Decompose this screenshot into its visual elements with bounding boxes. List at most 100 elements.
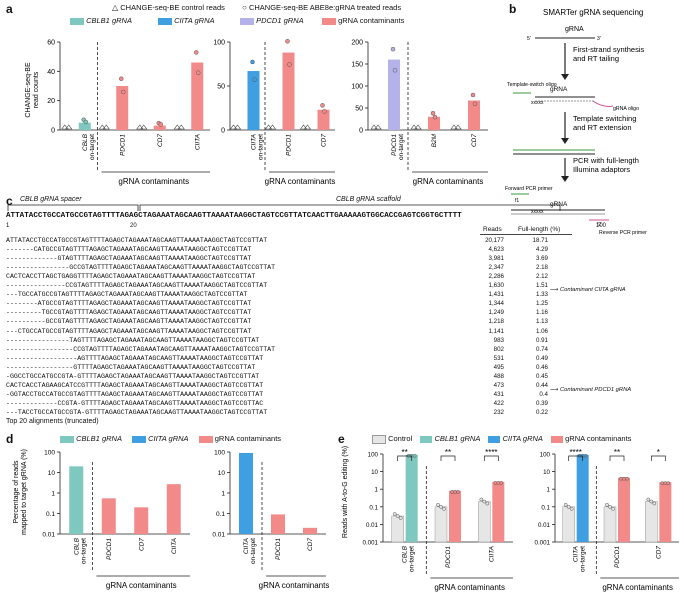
legend-pdcd1: PDCD1 gRNA xyxy=(240,16,304,25)
y-tick-label: 0.1 xyxy=(369,504,378,511)
full-length-pct: 3.69 xyxy=(535,255,548,263)
panel-a-ylabel-line: read counts xyxy=(33,71,40,108)
alignment-row: ATTATACCTGCCATGCCGTAGTTTTAGAGCTAGAAATAGC… xyxy=(6,237,268,244)
x-category-label-line: CD7 xyxy=(321,134,328,147)
x-category-label: PDCD1 xyxy=(119,134,126,156)
panel-a-charts: CHANGE-seq-BEread counts0204060CBLBon-ta… xyxy=(25,39,488,186)
significance-bracket xyxy=(568,455,584,461)
data-point xyxy=(563,502,568,507)
bar-cblb xyxy=(69,466,84,534)
full-length-pct: 1.06 xyxy=(535,327,548,335)
data-point xyxy=(472,101,478,107)
bar-ciita xyxy=(239,452,253,534)
data-point xyxy=(194,50,199,55)
alignment-row: -GGCCTGCCATGCCGTA-GTTTTAGAGCTAGAAATAGCAA… xyxy=(6,372,260,380)
x-category-label: CIITA xyxy=(488,546,495,562)
significance-label: **** xyxy=(485,448,497,457)
data-point xyxy=(583,453,588,458)
step1-text: First-strand synthesis and RT tailing xyxy=(573,45,645,63)
x-category-label-line: CD7 xyxy=(157,134,164,147)
legend-label: CHANGE-seq-BE ABE8e:gRNA treated reads xyxy=(248,3,402,12)
significance-bracket xyxy=(483,455,499,461)
control-triangle-marker xyxy=(177,124,185,130)
read-count: 2,286 xyxy=(488,273,504,281)
data-point xyxy=(252,77,257,82)
panel-b-diagram: SMARTer gRNA sequencing gRNA 5' 3' First… xyxy=(505,8,645,192)
data-point xyxy=(485,501,490,506)
full-length-pct: 0.22 xyxy=(535,408,548,416)
y-tick-label: 10 xyxy=(48,470,56,477)
alignment-row: --------ATGCCGTAGTTTTAGAGCTAGAAATAGCAAGT… xyxy=(6,300,252,308)
x-category-label: B2M xyxy=(431,133,438,147)
control-triangle-marker xyxy=(410,124,418,130)
read-count: 1,431 xyxy=(488,291,504,299)
data-point xyxy=(322,109,327,114)
legend-label: CBLB1 gRNA xyxy=(76,434,122,443)
legend-label: CBLB1 gRNA xyxy=(86,16,132,25)
data-point xyxy=(453,490,457,494)
data-point xyxy=(569,506,574,511)
bar-pdcd1 xyxy=(388,59,400,130)
legend-swatch xyxy=(198,435,213,443)
x-category-label: PDCD1 xyxy=(275,538,282,560)
grna-label-1: gRNA xyxy=(565,26,584,33)
xxxxx-label-2: xxxxx xyxy=(531,209,544,215)
read-count: 4,623 xyxy=(488,246,504,254)
x-category-label-line: CBLB xyxy=(402,545,409,563)
control-triangle-marker xyxy=(229,124,238,130)
panel-e-ylabel: Reads with A-to-G editing (%) xyxy=(342,446,349,538)
x-category-label: CD7 xyxy=(307,538,314,551)
grna-label-2: gRNA xyxy=(550,86,568,93)
bar-pdcd1 xyxy=(282,52,295,130)
three-prime-1: 3' xyxy=(597,36,601,42)
x-category-label: CBLBon-target xyxy=(73,537,87,564)
bar-cblb xyxy=(405,454,418,542)
spacer-label: CBLB gRNA spacer xyxy=(20,196,82,203)
legend-swatch xyxy=(240,17,254,25)
table-header-rule xyxy=(480,234,572,235)
legend-label: gRNA contaminants xyxy=(338,16,405,25)
data-point xyxy=(285,39,290,44)
alignment-row: ---CTGCCATGCCGTAGTTTTAGAGCTAGAAATAGCAAGT… xyxy=(6,327,252,335)
bar-ciita xyxy=(492,481,505,542)
data-point xyxy=(398,516,403,520)
f1-label: f1 xyxy=(515,198,519,204)
significance-bracket xyxy=(650,455,666,461)
full-length-pct: 4.29 xyxy=(535,246,548,254)
x-category-label-line: on-target xyxy=(398,134,405,160)
legend-label: PDCD1 gRNA xyxy=(256,16,304,25)
legend-treated-reads: ○ CHANGE-seq-BE ABE8e:gRNA treated reads xyxy=(242,3,401,12)
alignment-row: -----------------CCGTAGTTTTAGAGCTAGAAATA… xyxy=(6,345,276,353)
grna-label-3: gRNA xyxy=(550,201,568,208)
arrow-head-2 xyxy=(561,138,569,144)
data-point xyxy=(392,512,397,516)
full-length-pct: 0.39 xyxy=(535,399,548,407)
x-category-label-line: CIITA xyxy=(171,538,178,554)
data-point xyxy=(652,501,657,506)
legend-swatch xyxy=(60,435,74,443)
x-category-label: PDCD1 xyxy=(286,134,293,156)
x-category-label: PDCD1 xyxy=(106,538,113,560)
panel-c: CBLB gRNA spacer CBLB gRNA scaffold ATTA… xyxy=(0,196,685,426)
alignment-footer: Top 20 alignments (truncated) xyxy=(6,418,99,425)
control-triangle-marker xyxy=(173,124,181,130)
legend-swatch xyxy=(420,435,433,443)
bar-cblb xyxy=(78,122,91,130)
x-category-label: CD7 xyxy=(321,134,328,147)
data-point xyxy=(566,504,571,509)
data-point xyxy=(395,514,400,518)
control-triangle-marker xyxy=(140,124,148,130)
legend-swatch xyxy=(372,434,386,444)
x-category-label-line: PDCD1 xyxy=(614,546,621,568)
panel-d-charts: Percentage of readsmapped to target gRNA… xyxy=(13,449,329,590)
y-tick-label: 100 xyxy=(368,452,379,459)
y-tick-label: 0.01 xyxy=(366,522,379,529)
x-category-label: CIITA xyxy=(194,134,201,150)
annotation-ciita: ⟶ Contaminant CIITA gRNA xyxy=(550,287,626,293)
alignment-row: -GGTACCTGCCATGCCGTAGTTTTAGAGCTAGAAATAGCA… xyxy=(6,390,264,398)
read-count: 422 xyxy=(493,399,504,407)
data-point xyxy=(392,68,398,73)
panel-d-ylabel-line: Percentage of reads xyxy=(13,460,20,524)
control-triangle-marker xyxy=(264,124,273,130)
data-point xyxy=(83,119,88,125)
